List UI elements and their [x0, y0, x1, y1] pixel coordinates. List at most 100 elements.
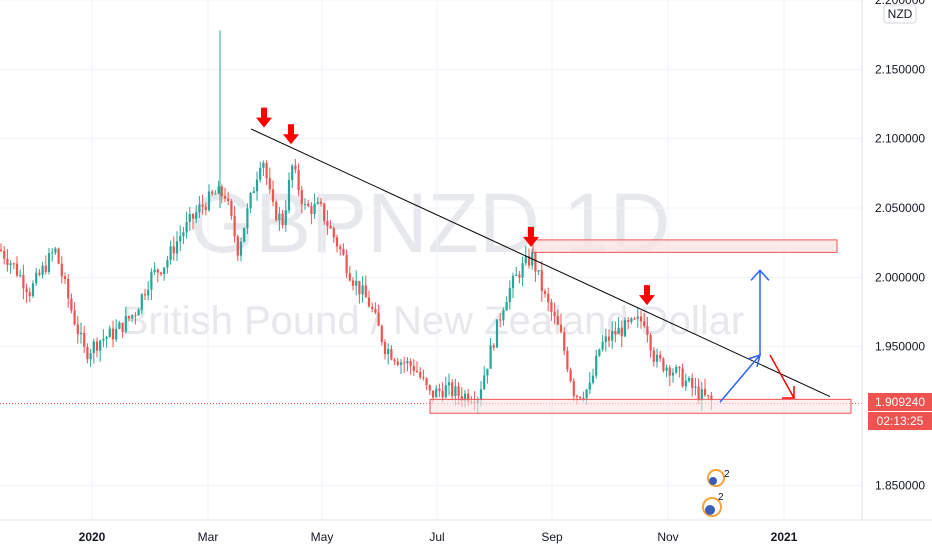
svg-text:2: 2 — [718, 492, 724, 503]
candle-body — [467, 393, 470, 402]
candle-body — [351, 280, 355, 286]
candle — [246, 203, 249, 234]
candle-body — [521, 263, 524, 278]
candle-body — [214, 193, 217, 195]
candle — [211, 189, 214, 196]
price-tick-label: 1.950000 — [875, 340, 925, 354]
candle — [435, 385, 438, 398]
candle-body — [431, 390, 435, 398]
time-tick-label: May — [311, 530, 334, 544]
candle-body — [284, 210, 287, 226]
candle — [105, 335, 108, 348]
candle-body — [217, 186, 220, 194]
candle-body — [454, 386, 457, 397]
candle — [134, 311, 137, 325]
candle-body — [649, 335, 652, 351]
down-arrow-marker-icon[interactable] — [256, 107, 272, 128]
candle-body — [374, 308, 377, 313]
candle-body — [511, 275, 515, 289]
candle-body — [665, 367, 668, 371]
candle-body — [70, 298, 73, 311]
candle-body — [57, 248, 60, 264]
time-axis[interactable]: 2020 Mar May Jul Sep Nov 2021 — [0, 519, 932, 550]
candle-body — [313, 203, 316, 214]
price-axis[interactable]: 2.200000 2.150000 2.100000 2.050000 2.000000… — [861, 0, 932, 520]
candle-body — [134, 315, 137, 317]
candle-body — [127, 316, 131, 319]
candle-body — [182, 232, 185, 237]
candle-body — [502, 310, 505, 321]
candle — [598, 348, 601, 358]
support-zone[interactable] — [429, 398, 852, 414]
candle-body — [319, 201, 323, 204]
candle-body — [415, 370, 419, 372]
candle-body — [479, 389, 483, 400]
candle — [326, 210, 329, 235]
candle — [534, 248, 537, 282]
candle — [3, 245, 6, 265]
candle-body — [198, 204, 201, 213]
candle-body — [489, 345, 492, 369]
price-tick-label: 2.100000 — [875, 132, 925, 146]
candle — [486, 368, 489, 384]
candle-body — [691, 378, 694, 388]
candle — [153, 262, 156, 276]
candle — [227, 191, 230, 206]
candle-body — [505, 301, 508, 311]
candle — [214, 190, 217, 195]
candle-body — [201, 204, 204, 207]
candle — [191, 213, 195, 230]
candle-body — [211, 191, 214, 194]
candle — [339, 244, 342, 256]
candle — [489, 337, 492, 369]
candle-body — [163, 267, 166, 275]
idea-badge-icon[interactable]: 2 — [702, 492, 724, 517]
trendline[interactable] — [250, 128, 831, 398]
time-tick-label: Mar — [198, 530, 219, 544]
arrow-head-icon — [782, 385, 795, 399]
candle — [150, 268, 153, 300]
candle — [159, 271, 163, 277]
candle — [377, 304, 380, 327]
candle — [540, 260, 543, 302]
candle-body — [25, 288, 28, 293]
candle-body — [326, 221, 329, 226]
resistance-zone[interactable] — [532, 239, 838, 253]
candle — [428, 384, 431, 395]
candle — [236, 234, 239, 262]
down-arrow-marker-icon[interactable] — [523, 226, 539, 247]
candle — [662, 357, 665, 373]
candle-body — [47, 253, 51, 272]
candle-body — [668, 367, 671, 376]
candle — [438, 383, 441, 398]
candle — [12, 262, 15, 270]
idea-badge-icon[interactable]: 2 — [707, 469, 730, 487]
candle-body — [86, 346, 89, 360]
candle — [451, 379, 454, 401]
down-arrow-marker-icon[interactable] — [283, 124, 299, 145]
candle-body — [278, 213, 281, 221]
candle-body — [83, 332, 86, 347]
down-arrow-marker-icon[interactable] — [639, 285, 655, 306]
idea-badges[interactable]: 2 2 — [702, 469, 730, 517]
candle-body — [566, 350, 569, 370]
candle-body — [556, 316, 559, 325]
candle — [323, 203, 326, 225]
candle-body — [345, 254, 348, 274]
candle-body — [294, 165, 297, 170]
candle-body — [694, 386, 697, 388]
candle-body — [252, 191, 255, 194]
candle-body — [297, 169, 300, 191]
candle — [652, 347, 655, 367]
last-price-tag: 1.909240 02:13:25 — [868, 393, 932, 430]
candle — [57, 247, 60, 265]
candle — [217, 180, 220, 195]
candle — [620, 320, 623, 348]
drawings[interactable] — [0, 107, 862, 414]
candle — [687, 376, 691, 383]
candle-body — [191, 213, 195, 219]
candle — [127, 315, 131, 322]
bearish-projection-path[interactable] — [769, 354, 795, 399]
currency-badge[interactable]: NZD — [883, 4, 917, 24]
